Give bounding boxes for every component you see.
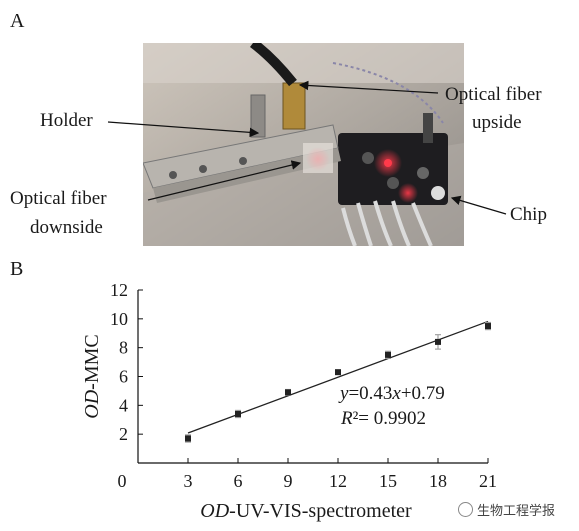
x-tick-label: 18 bbox=[429, 471, 447, 491]
y-tick-label: 2 bbox=[119, 424, 128, 444]
x-tick-label: 15 bbox=[379, 471, 397, 491]
data-point bbox=[485, 323, 491, 330]
x-axis-label: OD-UV-VIS-spectrometer bbox=[200, 500, 412, 522]
chip-arrow bbox=[450, 195, 507, 215]
y-tick-label: 10 bbox=[110, 309, 128, 329]
y-tick-label: 6 bbox=[119, 367, 128, 387]
chip-label: Chip bbox=[510, 204, 547, 225]
data-point bbox=[235, 410, 241, 417]
y-tick-label: 8 bbox=[119, 338, 128, 358]
y-tick-label: 12 bbox=[110, 280, 128, 300]
x-tick-label: 12 bbox=[329, 471, 347, 491]
fiber-upside-label-2: upside bbox=[472, 112, 522, 133]
holder-arrow bbox=[107, 121, 260, 138]
fiber-downside-arrow bbox=[147, 160, 302, 201]
fiber-upside-label-1: Optical fiber bbox=[445, 84, 542, 105]
x-tick-label: 3 bbox=[184, 471, 193, 491]
fit-line bbox=[187, 320, 489, 434]
panel-a-letter: A bbox=[10, 10, 25, 32]
watermark-text: 生物工程学报 bbox=[477, 504, 556, 519]
fiber-downside-label-2: downside bbox=[30, 217, 103, 238]
x-tick-label: 21 bbox=[479, 471, 497, 491]
data-point bbox=[385, 351, 391, 358]
experimental-setup-photo bbox=[143, 43, 464, 246]
x-tick-label: 6 bbox=[234, 471, 243, 491]
x-tick-label: 9 bbox=[284, 471, 293, 491]
watermark: 生物工程学报 bbox=[458, 500, 555, 519]
data-point bbox=[435, 338, 441, 345]
data-point bbox=[285, 389, 291, 396]
wechat-icon bbox=[458, 502, 473, 517]
fiber-downside-label-1: Optical fiber bbox=[10, 188, 107, 209]
fiber-upside-arrow bbox=[298, 80, 439, 94]
data-point bbox=[185, 435, 191, 442]
holder-label: Holder bbox=[40, 110, 93, 131]
x-tick-label: 0 bbox=[118, 471, 127, 491]
r-squared: R²= 0.9902 bbox=[340, 408, 426, 429]
fit-equation: y=0.43x+0.79 bbox=[338, 383, 445, 404]
panel-b-letter: B bbox=[10, 258, 24, 280]
y-axis-label: OD-MMC bbox=[81, 334, 103, 418]
y-tick-label: 4 bbox=[119, 395, 128, 415]
data-point bbox=[335, 369, 341, 376]
